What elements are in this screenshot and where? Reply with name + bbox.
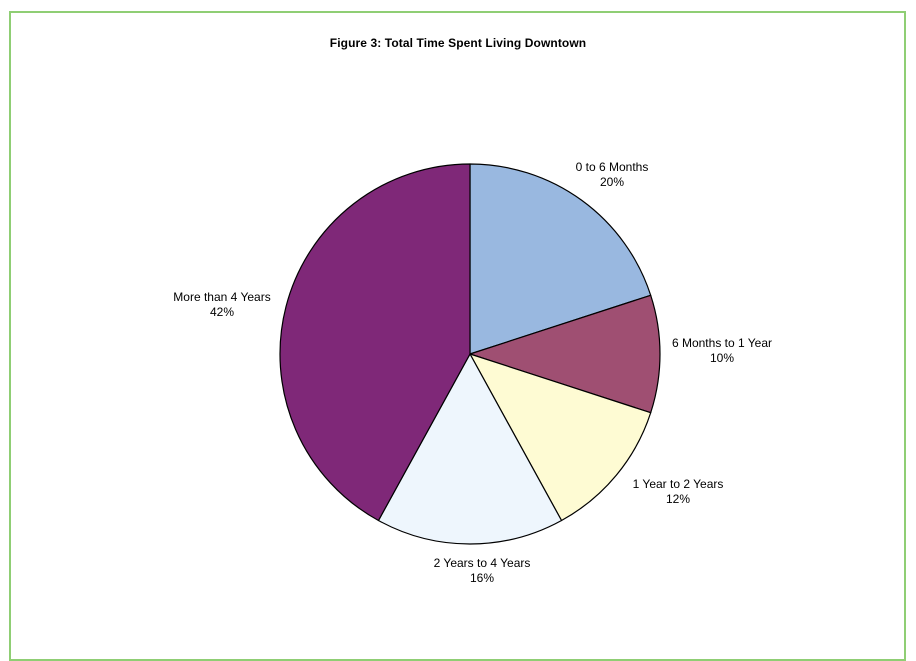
pie-slice-0-to-6-months xyxy=(469,163,652,355)
slice-label-6-months-to-1-year: 6 Months to 1 Year xyxy=(672,336,772,350)
chart-title: Figure 3: Total Time Spent Living Downto… xyxy=(329,36,587,50)
slice-label-more-than-4-years: More than 4 Years xyxy=(173,290,270,304)
slice-value-6-months-to-1-year: 10% xyxy=(710,351,734,365)
slice-value-more-than-4-years: 42% xyxy=(210,305,234,319)
pie-slice-2-years-to-4-years xyxy=(377,353,563,545)
slice-value-2-years-to-4-years: 16% xyxy=(470,571,494,585)
slice-label-2-years-to-4-years: 2 Years to 4 Years xyxy=(434,556,531,570)
pie-slice-6-months-to-1-year xyxy=(469,294,661,414)
pie-slice-more-than-4-years xyxy=(279,163,471,522)
pie-slice-1-year-to-2-years xyxy=(469,353,652,522)
slice-value-0-to-6-months: 20% xyxy=(600,175,624,189)
pie-slices xyxy=(279,163,661,545)
slice-label-0-to-6-months: 0 to 6 Months xyxy=(576,160,649,174)
slice-label-1-year-to-2-years: 1 Year to 2 Years xyxy=(633,477,724,491)
slice-value-1-year-to-2-years: 12% xyxy=(666,492,690,506)
